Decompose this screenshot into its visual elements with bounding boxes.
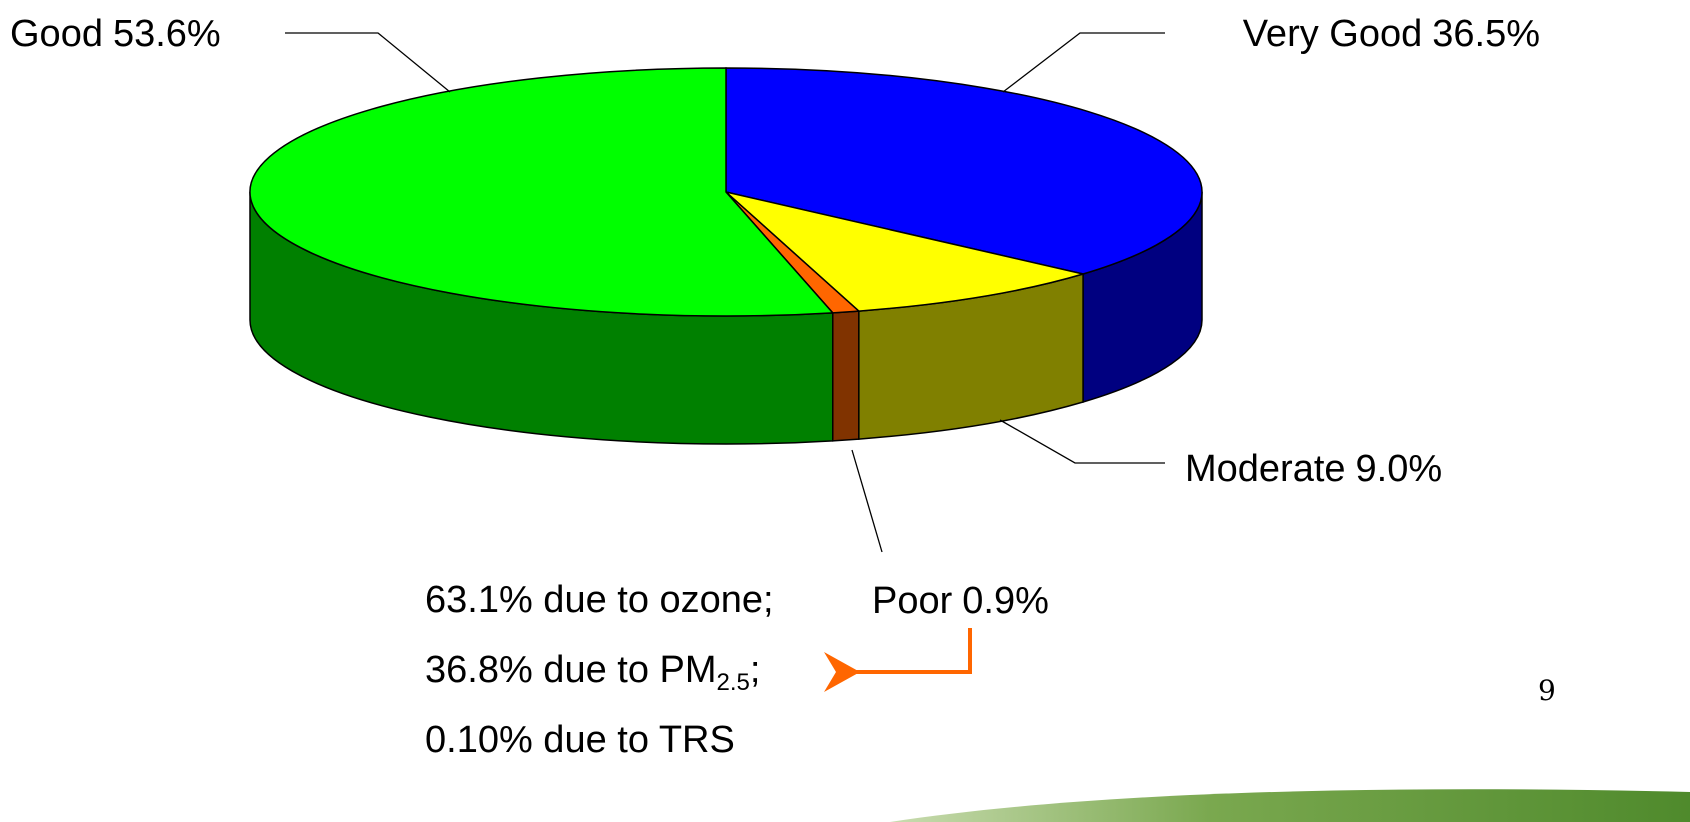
slice-top <box>249 67 835 317</box>
annotation-text: 0.10% due to TRS <box>425 719 735 761</box>
value-label: 53.6% <box>113 13 221 55</box>
slice-side <box>832 310 860 442</box>
value-label: 0.9% <box>962 580 1049 622</box>
annotation: 36.8% due to PM2.5; <box>425 649 760 696</box>
data-label: Moderate 9.0% <box>1185 448 1442 490</box>
slice-top <box>725 191 1087 312</box>
value-label: 36.5% <box>1432 13 1540 55</box>
leader-line <box>1002 32 1165 93</box>
leader-line <box>999 419 1165 464</box>
annotation-text: 63.1% due to ozone; <box>425 579 774 621</box>
page-number: 9 <box>1538 674 1556 707</box>
annotation-tail: ; <box>750 649 761 691</box>
slice-top <box>725 67 1203 275</box>
data-label: Poor 0.9% <box>872 580 1049 622</box>
annotation: 63.1% due to ozone; <box>425 579 774 621</box>
category-name: Moderate <box>1185 448 1346 490</box>
category-name: Good <box>10 13 103 55</box>
leader-line <box>851 449 883 553</box>
arrow <box>824 628 972 692</box>
annotation-sub: 2.5 <box>717 669 750 696</box>
labels: Very Good 36.5% Moderate 9.0% Poor 0.9% Good 53… <box>10 13 1540 761</box>
annotation-text: 36.8% due to PM <box>425 649 717 691</box>
annotation: 0.10% due to TRS <box>425 719 735 761</box>
category-name: Very Good <box>1243 13 1423 55</box>
pie <box>249 67 1203 445</box>
leader-line <box>285 32 451 93</box>
decor-swoosh <box>890 789 1690 822</box>
data-label: Very Good 36.5% <box>1243 13 1540 55</box>
value-label: 9.0% <box>1356 448 1443 490</box>
data-label: Good 53.6% <box>10 13 221 55</box>
category-name: Poor <box>872 580 953 622</box>
